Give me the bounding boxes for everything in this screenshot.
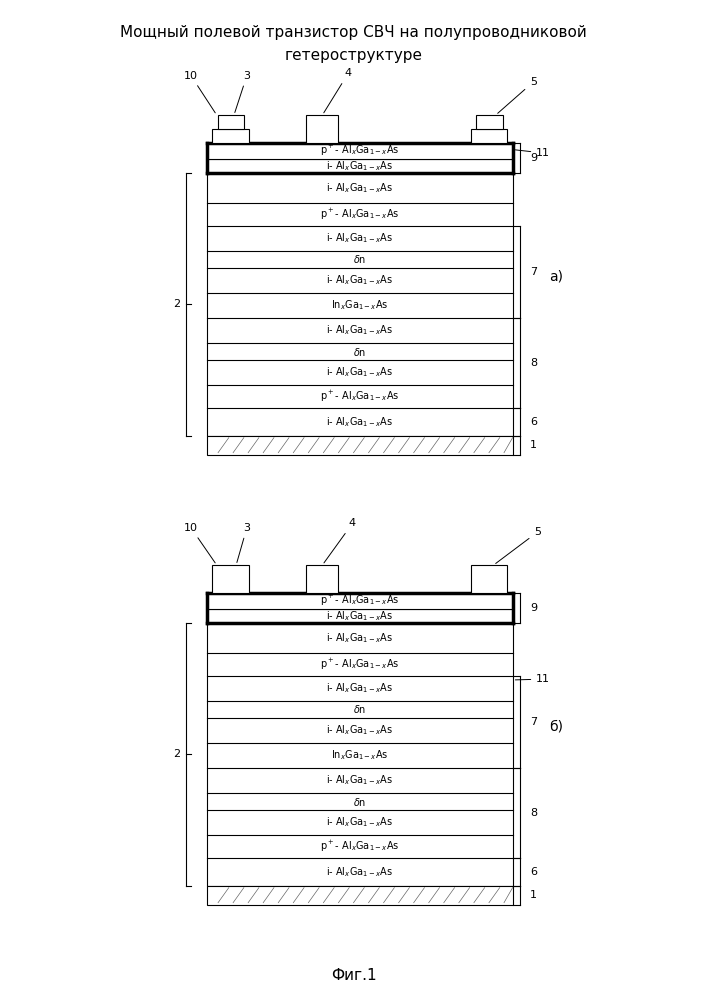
Text: p$^+$- Al$_x$Ga$_{1-x}$As: p$^+$- Al$_x$Ga$_{1-x}$As bbox=[320, 593, 399, 608]
Text: 2: 2 bbox=[173, 749, 180, 759]
Text: i- Al$_x$Ga$_{1-x}$As: i- Al$_x$Ga$_{1-x}$As bbox=[327, 415, 394, 429]
Text: 1: 1 bbox=[530, 440, 537, 450]
Text: 7: 7 bbox=[530, 717, 537, 727]
Bar bbox=[218, 115, 245, 129]
Text: 8: 8 bbox=[530, 808, 537, 818]
Text: $\delta$n: $\delta$n bbox=[354, 253, 367, 265]
Text: i- Al$_x$Ga$_{1-x}$As: i- Al$_x$Ga$_{1-x}$As bbox=[327, 631, 394, 645]
Text: 7: 7 bbox=[530, 267, 537, 277]
Text: 2: 2 bbox=[173, 299, 180, 309]
Text: i- Al$_x$Ga$_{1-x}$As: i- Al$_x$Ga$_{1-x}$As bbox=[327, 231, 394, 245]
Text: i- Al$_x$Ga$_{1-x}$As: i- Al$_x$Ga$_{1-x}$As bbox=[327, 273, 394, 287]
Text: p$^+$- Al$_x$Ga$_{1-x}$As: p$^+$- Al$_x$Ga$_{1-x}$As bbox=[320, 207, 399, 222]
Bar bbox=[207, 436, 513, 455]
Text: In$_x$Ga$_{1-x}$As: In$_x$Ga$_{1-x}$As bbox=[331, 298, 389, 312]
Text: i- Al$_x$Ga$_{1-x}$As: i- Al$_x$Ga$_{1-x}$As bbox=[327, 774, 394, 787]
Text: Фиг.1: Фиг.1 bbox=[331, 968, 376, 982]
Text: 4: 4 bbox=[324, 68, 351, 113]
Text: i- Al$_x$Ga$_{1-x}$As: i- Al$_x$Ga$_{1-x}$As bbox=[327, 181, 394, 195]
Bar bbox=[213, 129, 249, 143]
Bar bbox=[476, 115, 503, 129]
Text: $\delta$n: $\delta$n bbox=[354, 796, 367, 808]
Text: 9: 9 bbox=[530, 153, 537, 163]
Text: $\delta$n: $\delta$n bbox=[354, 703, 367, 715]
Text: i- Al$_x$Ga$_{1-x}$As: i- Al$_x$Ga$_{1-x}$As bbox=[327, 324, 394, 337]
Text: p$^+$- Al$_x$Ga$_{1-x}$As: p$^+$- Al$_x$Ga$_{1-x}$As bbox=[320, 839, 399, 854]
Text: 5: 5 bbox=[496, 527, 541, 563]
Bar bbox=[213, 565, 249, 593]
Text: 5: 5 bbox=[498, 77, 537, 113]
Text: i- Al$_x$Ga$_{1-x}$As: i- Al$_x$Ga$_{1-x}$As bbox=[327, 865, 394, 879]
Text: 8: 8 bbox=[530, 358, 537, 368]
Text: 10: 10 bbox=[184, 71, 215, 113]
Bar bbox=[306, 115, 339, 143]
Text: 1: 1 bbox=[530, 890, 537, 900]
Text: In$_x$Ga$_{1-x}$As: In$_x$Ga$_{1-x}$As bbox=[331, 748, 389, 762]
Text: i- Al$_x$Ga$_{1-x}$As: i- Al$_x$Ga$_{1-x}$As bbox=[327, 159, 394, 173]
Text: i- Al$_x$Ga$_{1-x}$As: i- Al$_x$Ga$_{1-x}$As bbox=[327, 681, 394, 695]
Text: а): а) bbox=[549, 269, 563, 283]
Text: 3: 3 bbox=[235, 71, 250, 113]
Text: p$^+$- Al$_x$Ga$_{1-x}$As: p$^+$- Al$_x$Ga$_{1-x}$As bbox=[320, 143, 399, 158]
Text: 3: 3 bbox=[237, 523, 250, 562]
Text: i- Al$_x$Ga$_{1-x}$As: i- Al$_x$Ga$_{1-x}$As bbox=[327, 816, 394, 829]
Bar bbox=[207, 173, 513, 436]
Text: гетероструктуре: гетероструктуре bbox=[284, 48, 423, 63]
Bar bbox=[207, 623, 513, 886]
Text: $\delta$n: $\delta$n bbox=[354, 346, 367, 358]
Text: 4: 4 bbox=[324, 518, 356, 563]
Bar bbox=[471, 565, 508, 593]
Text: б): б) bbox=[549, 719, 563, 733]
Bar bbox=[207, 609, 513, 623]
Bar bbox=[207, 143, 513, 159]
Text: i- Al$_x$Ga$_{1-x}$As: i- Al$_x$Ga$_{1-x}$As bbox=[327, 723, 394, 737]
Bar bbox=[471, 129, 508, 143]
Bar bbox=[306, 565, 339, 593]
Text: 9: 9 bbox=[530, 603, 537, 613]
Text: 11: 11 bbox=[515, 674, 550, 684]
Text: 11: 11 bbox=[515, 148, 550, 158]
Text: 6: 6 bbox=[530, 417, 537, 427]
Text: i- Al$_x$Ga$_{1-x}$As: i- Al$_x$Ga$_{1-x}$As bbox=[327, 366, 394, 379]
Text: 10: 10 bbox=[184, 523, 215, 563]
Text: Мощный полевой транзистор СВЧ на полупроводниковой: Мощный полевой транзистор СВЧ на полупро… bbox=[120, 25, 587, 40]
Bar bbox=[207, 159, 513, 173]
Text: p$^+$- Al$_x$Ga$_{1-x}$As: p$^+$- Al$_x$Ga$_{1-x}$As bbox=[320, 389, 399, 404]
Bar bbox=[207, 886, 513, 905]
Bar bbox=[207, 593, 513, 609]
Text: p$^+$- Al$_x$Ga$_{1-x}$As: p$^+$- Al$_x$Ga$_{1-x}$As bbox=[320, 657, 399, 672]
Text: i- Al$_x$Ga$_{1-x}$As: i- Al$_x$Ga$_{1-x}$As bbox=[327, 609, 394, 623]
Text: 6: 6 bbox=[530, 867, 537, 877]
